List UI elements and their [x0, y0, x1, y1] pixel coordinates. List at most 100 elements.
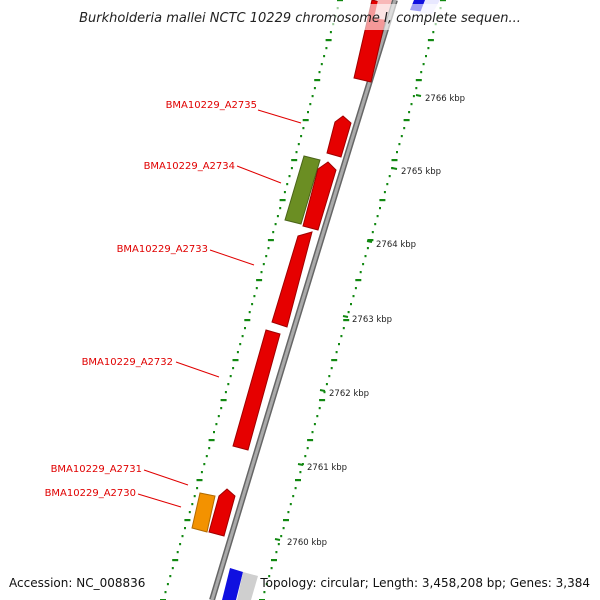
ring-tick: [280, 535, 283, 538]
ring-tick: [268, 575, 271, 578]
ring-tick: [294, 487, 297, 490]
scale-label-2763: 2763 kbp: [352, 315, 392, 325]
gene-label-a2733[interactable]: BMA10229_A2733: [117, 244, 208, 255]
ring-tick: [328, 375, 331, 378]
ring-tick: [220, 399, 227, 402]
ring-tick: [318, 407, 321, 410]
ring-tick: [415, 79, 422, 82]
ring-tick: [283, 519, 289, 522]
ring-tick: [184, 519, 191, 522]
ring-tick: [188, 511, 191, 514]
ring-tick: [279, 207, 282, 210]
gene-label-a2735[interactable]: BMA10229_A2735: [166, 100, 257, 111]
scale-labels: 2766 kbp 2765 kbp 2764 kbp 2763 kbp 2762…: [274, 94, 465, 548]
cds-bottom-grey[interactable]: [237, 572, 258, 600]
ring-tick: [205, 455, 208, 458]
ring-tick: [286, 183, 289, 186]
cds-features: [191, 0, 440, 600]
ring-tick: [432, 31, 435, 34]
ring-tick: [302, 119, 309, 122]
ring-tick: [354, 287, 357, 290]
ring-tick: [313, 423, 316, 426]
cds-a2733[interactable]: [271, 231, 313, 328]
ring-tick: [171, 567, 174, 570]
ring-tick: [267, 239, 274, 242]
ring-tick: [179, 543, 182, 546]
scale-label-2762: 2762 kbp: [329, 389, 369, 399]
ring-tick: [347, 311, 350, 314]
ring-tick: [403, 119, 410, 122]
ring-tick: [343, 319, 350, 322]
ring-tick: [403, 127, 406, 130]
ring-tick: [271, 559, 277, 562]
scale-label-2766: 2766 kbp: [425, 94, 465, 104]
ring-tick: [196, 487, 199, 490]
ring-tick: [391, 159, 398, 162]
gene-label-a2734[interactable]: BMA10229_A2734: [144, 161, 235, 172]
cds-a2732[interactable]: [232, 329, 281, 451]
ring-tick: [323, 55, 326, 58]
outer-tick-ring: [160, 0, 343, 600]
ring-tick: [379, 207, 381, 210]
accession-text: Accession: NC_008836: [9, 576, 145, 590]
ring-tick: [367, 239, 374, 242]
ring-tick: [427, 47, 430, 50]
cds-bottom-blue[interactable]: [222, 568, 243, 600]
ring-tick: [255, 287, 258, 290]
ring-tick: [283, 191, 286, 194]
ring-tick: [338, 343, 340, 346]
ring-tick: [340, 335, 343, 338]
cds-a2735[interactable]: [326, 115, 352, 158]
gene-label-a2730[interactable]: BMA10229_A2730: [45, 488, 136, 499]
ring-tick: [236, 351, 239, 354]
ring-tick: [383, 191, 386, 194]
cds-a2731-orange[interactable]: [191, 492, 216, 533]
gene-label-a2732[interactable]: BMA10229_A2732: [82, 357, 173, 368]
ring-tick: [229, 375, 232, 378]
ring-tick: [379, 199, 386, 202]
ring-tick: [335, 351, 338, 354]
ring-tick: [263, 591, 266, 594]
ring-tick: [412, 95, 415, 98]
ring-tick: [232, 359, 239, 362]
ring-tick: [276, 215, 279, 218]
ring-tick: [304, 455, 307, 458]
ring-tick: [191, 503, 194, 506]
ring-tick: [253, 295, 256, 298]
ring-tick: [320, 63, 323, 66]
title-backdrop: [60, 4, 540, 30]
ring-tick: [410, 103, 413, 106]
ring-tick: [256, 279, 263, 282]
ring-tick: [169, 575, 172, 578]
ring-tick: [350, 303, 352, 306]
ring-tick: [208, 439, 215, 442]
ring-tick: [277, 543, 280, 546]
cds-a2734-green[interactable]: [284, 155, 321, 225]
ring-tick: [203, 463, 206, 466]
ring-tick: [364, 255, 367, 258]
cds-a2730[interactable]: [208, 488, 236, 537]
backbone-line: [209, 0, 398, 600]
ring-tick: [295, 151, 298, 154]
ring-tick: [362, 263, 365, 266]
gene-label-a2731[interactable]: BMA10229_A2731: [51, 464, 142, 475]
ring-tick: [232, 367, 235, 370]
ring-tick: [176, 551, 179, 554]
gene-labels: BMA10229_A2735 BMA10229_A2734 BMA10229_A…: [45, 100, 257, 499]
ring-tick: [295, 479, 301, 482]
ring-tick: [371, 231, 374, 234]
ring-tick: [325, 39, 332, 42]
ring-tick: [388, 175, 391, 178]
genome-stats-text: Topology: circular; Length: 3,458,208 bp…: [259, 576, 590, 590]
ring-tick: [311, 431, 314, 434]
ring-tick: [325, 47, 328, 50]
ring-tick: [272, 231, 275, 234]
ring-tick: [196, 479, 203, 482]
cds-a2734[interactable]: [302, 161, 337, 231]
ring-tick: [297, 143, 300, 146]
ring-tick: [319, 399, 326, 402]
ring-tick: [274, 223, 277, 226]
ring-tick: [398, 143, 401, 146]
ring-tick: [200, 471, 203, 474]
